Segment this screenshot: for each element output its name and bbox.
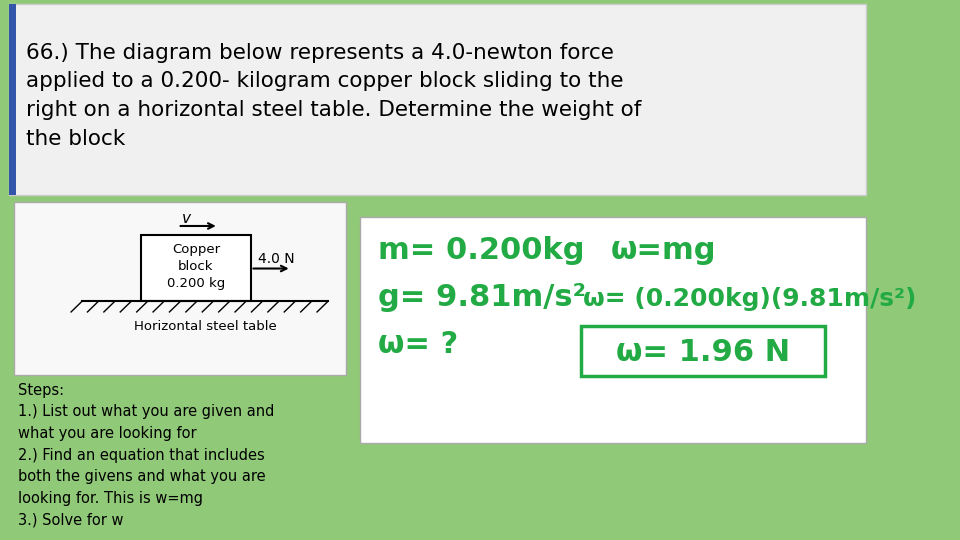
FancyBboxPatch shape	[13, 202, 347, 375]
Text: ω=mg: ω=mg	[611, 236, 716, 265]
Text: v: v	[182, 211, 191, 226]
Text: Horizontal steel table: Horizontal steel table	[133, 320, 276, 333]
Text: m= 0.200kg: m= 0.200kg	[378, 236, 585, 265]
Text: Copper
block
0.200 kg: Copper block 0.200 kg	[167, 243, 225, 290]
Bar	[141, 235, 251, 301]
Text: 4.0 N: 4.0 N	[258, 252, 295, 266]
Text: ω= 1.96 N: ω= 1.96 N	[616, 338, 790, 367]
Text: g= 9.81m/s²: g= 9.81m/s²	[378, 283, 587, 312]
Text: ω= (0.200kg)(9.81m/s²): ω= (0.200kg)(9.81m/s²)	[583, 287, 917, 310]
FancyBboxPatch shape	[9, 4, 866, 195]
FancyBboxPatch shape	[581, 326, 826, 376]
Text: Steps:
1.) List out what you are given and
what you are looking for
2.) Find an : Steps: 1.) List out what you are given a…	[18, 383, 275, 528]
Text: ω= ?: ω= ?	[378, 330, 458, 359]
FancyBboxPatch shape	[360, 217, 866, 443]
Bar	[9, 4, 16, 195]
Text: 66.) The diagram below represents a 4.0-newton force
applied to a 0.200- kilogra: 66.) The diagram below represents a 4.0-…	[26, 43, 641, 149]
